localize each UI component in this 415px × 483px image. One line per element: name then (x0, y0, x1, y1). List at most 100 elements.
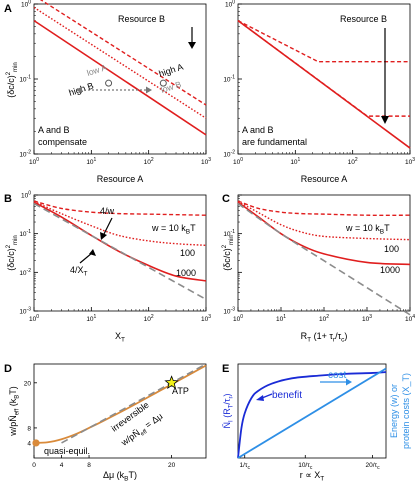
panel-e: E 1/τc 10/τc 20/τc r ∝ XT N̄I (RT/τr) Ener… (222, 363, 411, 483)
x-tick-label: 102 (144, 314, 154, 323)
y-tick-label: 100 (21, 191, 31, 200)
x-tick-label: 0 (32, 462, 36, 469)
x-tick-label: 101 (276, 314, 286, 323)
panel-a1-xlabel: Resource A (97, 174, 144, 184)
panel-b-arrowhead-4w (100, 232, 107, 240)
series-line-b-2 (33, 201, 207, 282)
panel-a1-arrowhead-left (76, 86, 82, 94)
series-line-c-3 (237, 202, 411, 316)
panel-b-arrow-4xt (79, 252, 93, 264)
y-tick-label: 100 (225, 0, 235, 9)
y-tick-label: 100 (21, 0, 31, 9)
x-tick-label: 20/τc (365, 462, 380, 471)
series-line-b-0 (33, 200, 207, 216)
x-tick-label: 102 (319, 314, 329, 323)
panel-d-frame (33, 363, 207, 459)
x-tick-label: 104 (405, 314, 415, 323)
series-line-a1-1 (39, 0, 207, 106)
series-line-a2-1 (237, 20, 410, 63)
panel-c-xlabel: RT (1+ τr/τc) (301, 331, 348, 344)
x-tick-label: 103 (201, 157, 211, 166)
panel-a2-xlabel: Resource A (301, 174, 348, 184)
panel-a2-box-line1: A and B (242, 125, 274, 135)
series-line-e-benefit (237, 371, 387, 459)
panel-a2-box-line2: are fundamental (242, 137, 307, 147)
panel-a1-resource-b-arrowhead (188, 42, 196, 49)
series-line-e-cost (237, 367, 387, 459)
y-tick-label: 10-3 (223, 307, 235, 316)
y-tick-label: 10-1 (223, 75, 235, 84)
panel-b-label-1000: 1000 (176, 268, 196, 278)
y-tick-label: 10-2 (19, 150, 31, 159)
panel-a1-box-line2: compensate (38, 137, 87, 147)
x-tick-label: 10/τc (298, 462, 313, 471)
panel-a1-point-high-a (159, 79, 167, 87)
panel-letter-a: A (4, 3, 12, 15)
panel-b-frame (33, 194, 207, 312)
x-tick-label: 101 (86, 314, 96, 323)
panel-e-frame (237, 363, 387, 459)
x-tick-label: 103 (405, 157, 415, 166)
panel-a1-ylabel: (δc/c)2min (6, 62, 19, 98)
panel-a1: A 100 101 102 103 10-2 10-1 100 Resource A (δc… (4, 0, 211, 184)
x-tick-label: 20 (168, 462, 176, 469)
y-tick-label: 10-1 (19, 229, 31, 238)
x-tick-label: 101 (86, 157, 96, 166)
panel-a1-arrowhead-right (146, 86, 152, 94)
panel-b: B 100 101 102 103 10-3 10-2 10-1 100 XT (δc/c)2… (4, 191, 211, 344)
series-line-c-0 (237, 200, 411, 216)
panel-b-label-100: 100 (180, 248, 195, 258)
series-line-a1-2 (33, 6, 207, 119)
y-tick-label: 10-1 (223, 229, 235, 238)
x-tick-label: 103 (201, 314, 211, 323)
panel-e-label-benefit: benefit (272, 390, 302, 401)
panel-d-ylabel: w/pN̄eff (kBT) (8, 386, 21, 437)
x-tick-label: 100 (29, 157, 39, 166)
y-tick-label: 4 (27, 440, 31, 447)
x-tick-label: 103 (362, 314, 372, 323)
panel-a1-resource-b-label: Resource B (118, 14, 165, 24)
x-tick-label: 8 (87, 462, 91, 469)
x-tick-label: 102 (348, 157, 358, 166)
panel-letter-b: B (4, 193, 12, 205)
panel-a1-point-high-b (105, 79, 113, 87)
x-tick-label: 100 (233, 157, 243, 166)
panel-e-ylabel-right-1: Energy (w) or (389, 384, 399, 438)
x-tick-label: 100 (29, 314, 39, 323)
panel-a2: 100 101 102 103 10-2 10-1 100 Resource A Resou… (223, 0, 415, 184)
panel-e-arrowhead-cost (346, 378, 352, 386)
panel-c-label-1000: 1000 (380, 265, 400, 275)
series-line-c-1 (237, 200, 411, 241)
series-line-a2-2 (237, 20, 410, 117)
y-tick-label: 8 (27, 425, 31, 432)
series-line-d-1 (61, 363, 207, 444)
x-tick-label: 101 (290, 157, 300, 166)
panel-b-arrow-4w (103, 217, 113, 235)
x-tick-label: 1/τc (239, 462, 250, 471)
y-tick-label: 20 (24, 380, 32, 387)
panel-a1-box-line1: A and B (38, 125, 70, 135)
panel-e-arrowhead-benefit (256, 395, 264, 401)
x-tick-label: 102 (144, 157, 154, 166)
panel-e-ylabel-left: N̄I (RT/τr) (222, 394, 235, 429)
series-line-a1-0 (33, 19, 207, 136)
panel-letter-c: C (222, 193, 230, 205)
panel-a1-text-high-a: high A (158, 62, 185, 79)
panel-d-star-atp (164, 375, 179, 389)
panel-b-label-w10: w = 10 kBT (151, 223, 196, 236)
panel-e-arrow-benefit (261, 393, 273, 399)
y-tick-label: 10-2 (19, 268, 31, 277)
panel-a2-resource-b-arrowhead (381, 116, 389, 124)
panel-d-xlabel: Δμ (kBT) (103, 470, 137, 483)
panel-d-label-quasi-equil: quasi-equil. (44, 446, 90, 456)
y-tick-label: 10-3 (19, 307, 31, 316)
series-line-d-0 (33, 364, 207, 444)
panel-b-arrowhead-4xt (89, 249, 96, 256)
panel-d-point-quasi-equil (32, 439, 40, 447)
series-line-c-2 (237, 201, 411, 266)
panel-c-label-w10: w = 10 kBT (345, 223, 390, 236)
x-tick-label: 4 (60, 462, 64, 469)
